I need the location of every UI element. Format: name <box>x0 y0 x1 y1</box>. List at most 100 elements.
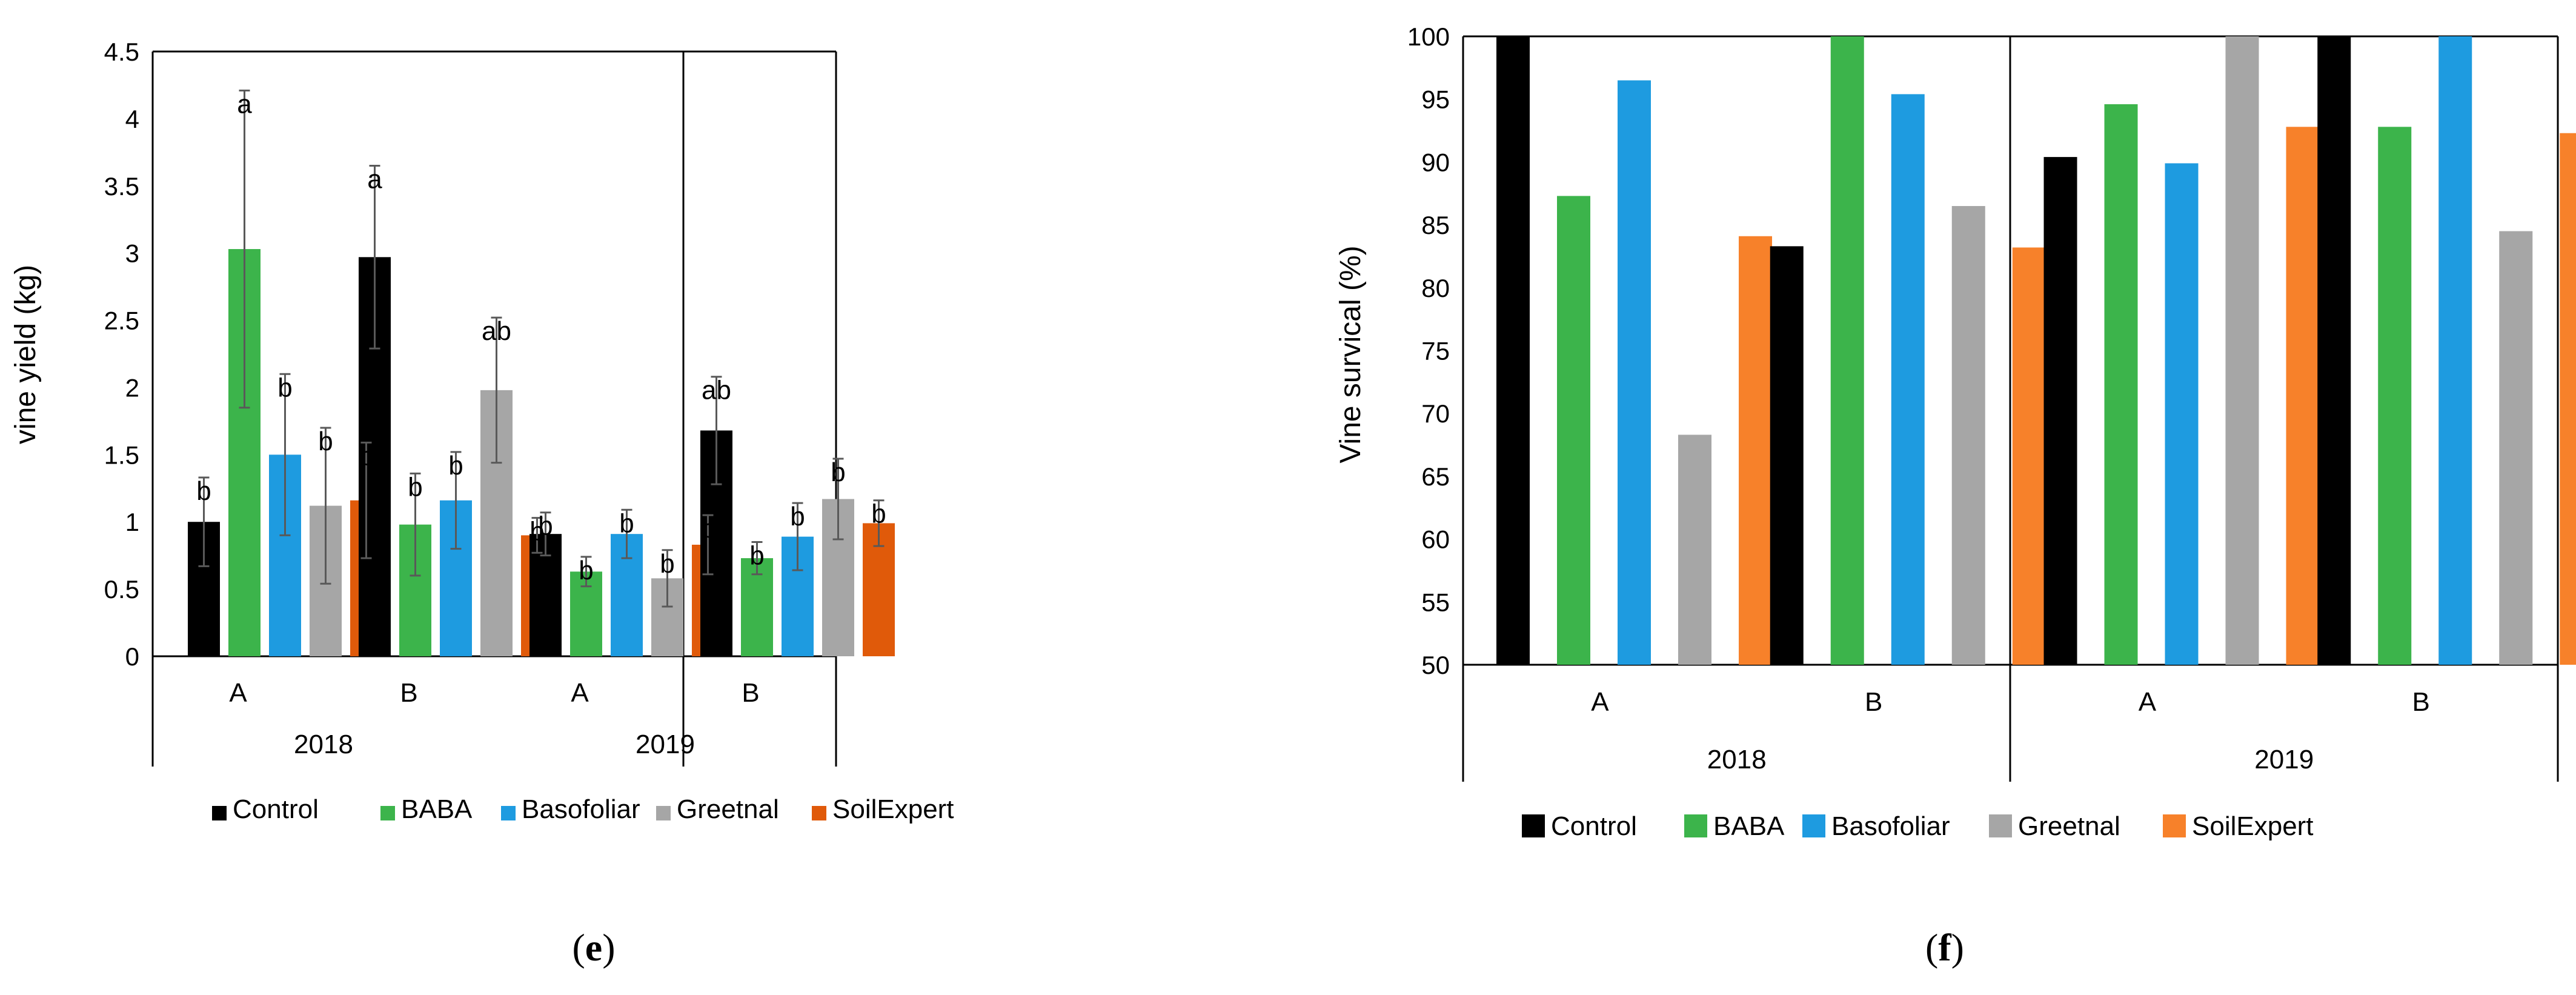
group-label: A <box>229 678 247 708</box>
significance-letter: b <box>831 458 845 487</box>
significance-letter: b <box>579 556 593 585</box>
significance-letter: b <box>790 502 805 531</box>
y-tick-label: 80 <box>1421 274 1450 302</box>
bar-control-g2 <box>1770 246 1804 665</box>
error-bars-e <box>198 89 885 608</box>
y-tick-label: 1 <box>125 508 139 536</box>
group-label: B <box>2412 687 2429 717</box>
legend-swatch-basofoliar <box>1802 814 1825 837</box>
year-label: 2019 <box>636 730 695 759</box>
legend-label-greetnal: Greetnal <box>2018 811 2120 841</box>
legend-f: Control BABA Basofoliar Greetnal SoilExpert <box>1522 811 2314 841</box>
y-tick-label: 4 <box>125 105 139 133</box>
significance-letter: b <box>871 499 886 529</box>
y-tick-label: 0 <box>125 642 139 671</box>
legend-swatch-greetnal <box>1989 814 2012 837</box>
panel-label-f: (f) <box>1925 926 1964 969</box>
bar-basofoliar-g4 <box>2438 36 2472 665</box>
legend-swatch-soilexpert <box>2163 814 2186 837</box>
chart-f: 50 55 60 65 70 75 80 85 90 95 100 Vine survical (%… <box>1335 22 2576 969</box>
group-label: A <box>2139 687 2157 717</box>
y-tick-label: 100 <box>1407 22 1450 51</box>
y-axis-label-f: Vine survical (%) <box>1335 245 1367 463</box>
y-tick-label: 3.5 <box>104 172 139 201</box>
bar-greetnal-g4 <box>2499 231 2533 665</box>
bar-greetnal-g3 <box>2225 36 2259 665</box>
legend-label-basofoliar: Basofoliar <box>522 794 640 824</box>
significance-letter: b <box>359 441 373 471</box>
y-tick-label: 0.5 <box>104 575 139 604</box>
bar-basofoliar-g3 <box>2165 163 2199 665</box>
legend-label-soilexpert: SoilExpert <box>2192 811 2314 841</box>
significance-letter: b <box>408 472 422 502</box>
y-tick-label: 2 <box>125 373 139 402</box>
bar-basofoliar-g1 <box>1618 80 1651 665</box>
significance-letter: b <box>277 373 292 402</box>
group-label: A <box>571 678 589 708</box>
legend-label-baba: BABA <box>1713 811 1785 841</box>
y-tick-label: 50 <box>1421 651 1450 679</box>
significance-letter: ab <box>702 376 731 405</box>
significance-letter: b <box>538 511 553 541</box>
y-tick-labels-e: 0 0.5 1 1.5 2 2.5 3 3.5 4 4.5 <box>104 38 139 671</box>
y-tick-label: 95 <box>1421 85 1450 114</box>
significance-letter: b <box>749 541 764 570</box>
bar-soilexpert-g1 <box>1739 236 1772 665</box>
legend-label-control: Control <box>1551 811 1637 841</box>
legend-swatch-baba <box>380 806 395 820</box>
bars-f <box>1496 36 2576 665</box>
bar-greetnal-g2 <box>1951 205 1985 665</box>
bar-soilexpert-g3 <box>2286 127 2320 665</box>
category-labels-f: A B A B 2018 2019 <box>1591 687 2430 774</box>
legend-label-control: Control <box>233 794 319 824</box>
legend-swatch-basofoliar <box>501 806 516 820</box>
bar-baba-g3 <box>2104 104 2138 665</box>
legend-swatch-control <box>212 806 227 820</box>
bar-baba-g1 <box>1557 196 1590 665</box>
legend-label-greetnal: Greetnal <box>677 794 779 824</box>
bar-soilexpert-g4 <box>2560 133 2576 665</box>
bar-control-g3 <box>2043 157 2077 665</box>
panel-label-e: (e) <box>572 926 615 969</box>
bar-baba-g2 <box>1830 36 1864 665</box>
significance-letter: ab <box>482 316 511 346</box>
y-tick-label: 1.5 <box>104 441 139 469</box>
significance-letter: b <box>619 508 634 538</box>
significance-letter: b <box>529 517 544 547</box>
y-tick-label: 4.5 <box>104 38 139 66</box>
legend-swatch-baba <box>1684 814 1707 837</box>
bar-greetnal-g1 <box>1678 434 1711 665</box>
legend-swatch-control <box>1522 814 1545 837</box>
bar-soilexpert-g2 <box>2012 247 2046 665</box>
legend-e: Control BABA Basofoliar Greetnal SoilExpert <box>212 794 954 824</box>
bar-baba-g4 <box>2378 127 2412 665</box>
y-axis-label-e: vine yield (kg) <box>10 265 42 444</box>
category-labels-e: A B A B 2018 2019 <box>229 678 759 759</box>
bar-basofoliar-g2 <box>1891 94 1925 665</box>
y-tick-label: 60 <box>1421 525 1450 554</box>
chart-e: 00.511.522.533.544.5 vine yield (kg) bab… <box>10 38 954 969</box>
significance-letter: b <box>196 476 211 506</box>
group-label: B <box>400 678 417 708</box>
plot-frame-f <box>1462 35 2559 782</box>
y-tick-label: 85 <box>1421 211 1450 239</box>
group-label: B <box>742 678 759 708</box>
y-tick-label: 2.5 <box>104 307 139 335</box>
significance-letter: b <box>660 549 674 579</box>
legend-label-basofoliar: Basofoliar <box>1831 811 1950 841</box>
significance-letter: b <box>448 451 463 481</box>
year-label: 2018 <box>1707 745 1767 774</box>
bar-control-g1 <box>1496 36 1530 665</box>
y-tick-label: 70 <box>1421 399 1450 428</box>
legend-label-soilexpert: SoilExpert <box>832 794 954 824</box>
legend-swatch-soilexpert <box>812 806 826 820</box>
significance-letter: b <box>318 427 333 456</box>
y-tick-label: 3 <box>125 239 139 268</box>
bars-e <box>188 249 895 657</box>
significance-letter: a <box>367 165 382 195</box>
significance-letter: b <box>700 514 715 544</box>
year-label: 2018 <box>294 730 353 759</box>
year-label: 2019 <box>2254 745 2314 774</box>
